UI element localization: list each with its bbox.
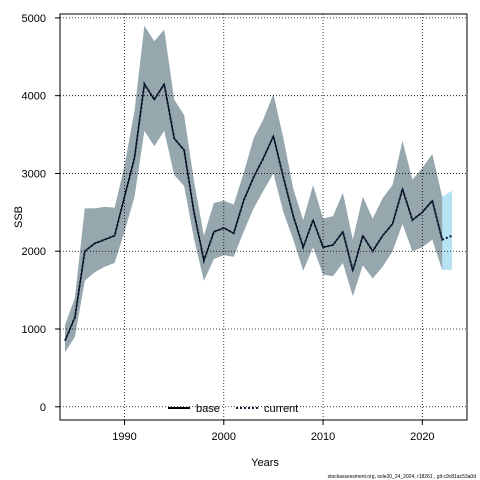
- x-tick-label-1990: 1990: [112, 431, 136, 443]
- legend-label-base: base: [196, 403, 220, 415]
- y-tick-label-4000: 4000: [22, 91, 46, 103]
- x-axis-title: Years: [251, 457, 279, 469]
- base-confidence-band: [65, 25, 443, 353]
- plot-area: [59, 13, 468, 421]
- y-tick-label-2000: 2000: [22, 246, 46, 258]
- x-tick-label-2000: 2000: [212, 431, 236, 443]
- footer-note: stockassessment.org, sole20_24_2024, r18…: [328, 474, 477, 480]
- y-tick-label-3000: 3000: [22, 168, 46, 180]
- x-axis: 1990 2000 2010 2020: [112, 420, 435, 443]
- series-lines: [64, 81, 453, 342]
- y-tick-label-0: 0: [40, 402, 46, 414]
- legend-label-current: current: [264, 403, 298, 415]
- x-tick-label-2020: 2020: [410, 431, 434, 443]
- plot-frame: [59, 13, 468, 421]
- legend: base current: [168, 403, 298, 415]
- grid-lines: [60, 14, 467, 420]
- y-tick-label-5000: 5000: [22, 13, 46, 25]
- confidence-bands: [65, 25, 453, 353]
- y-axis: 0 1000 2000 3000 4000 5000: [22, 13, 60, 414]
- y-axis-title: SSB: [13, 206, 25, 228]
- y-tick-label-1000: 1000: [22, 324, 46, 336]
- x-tick-label-2010: 2010: [311, 431, 335, 443]
